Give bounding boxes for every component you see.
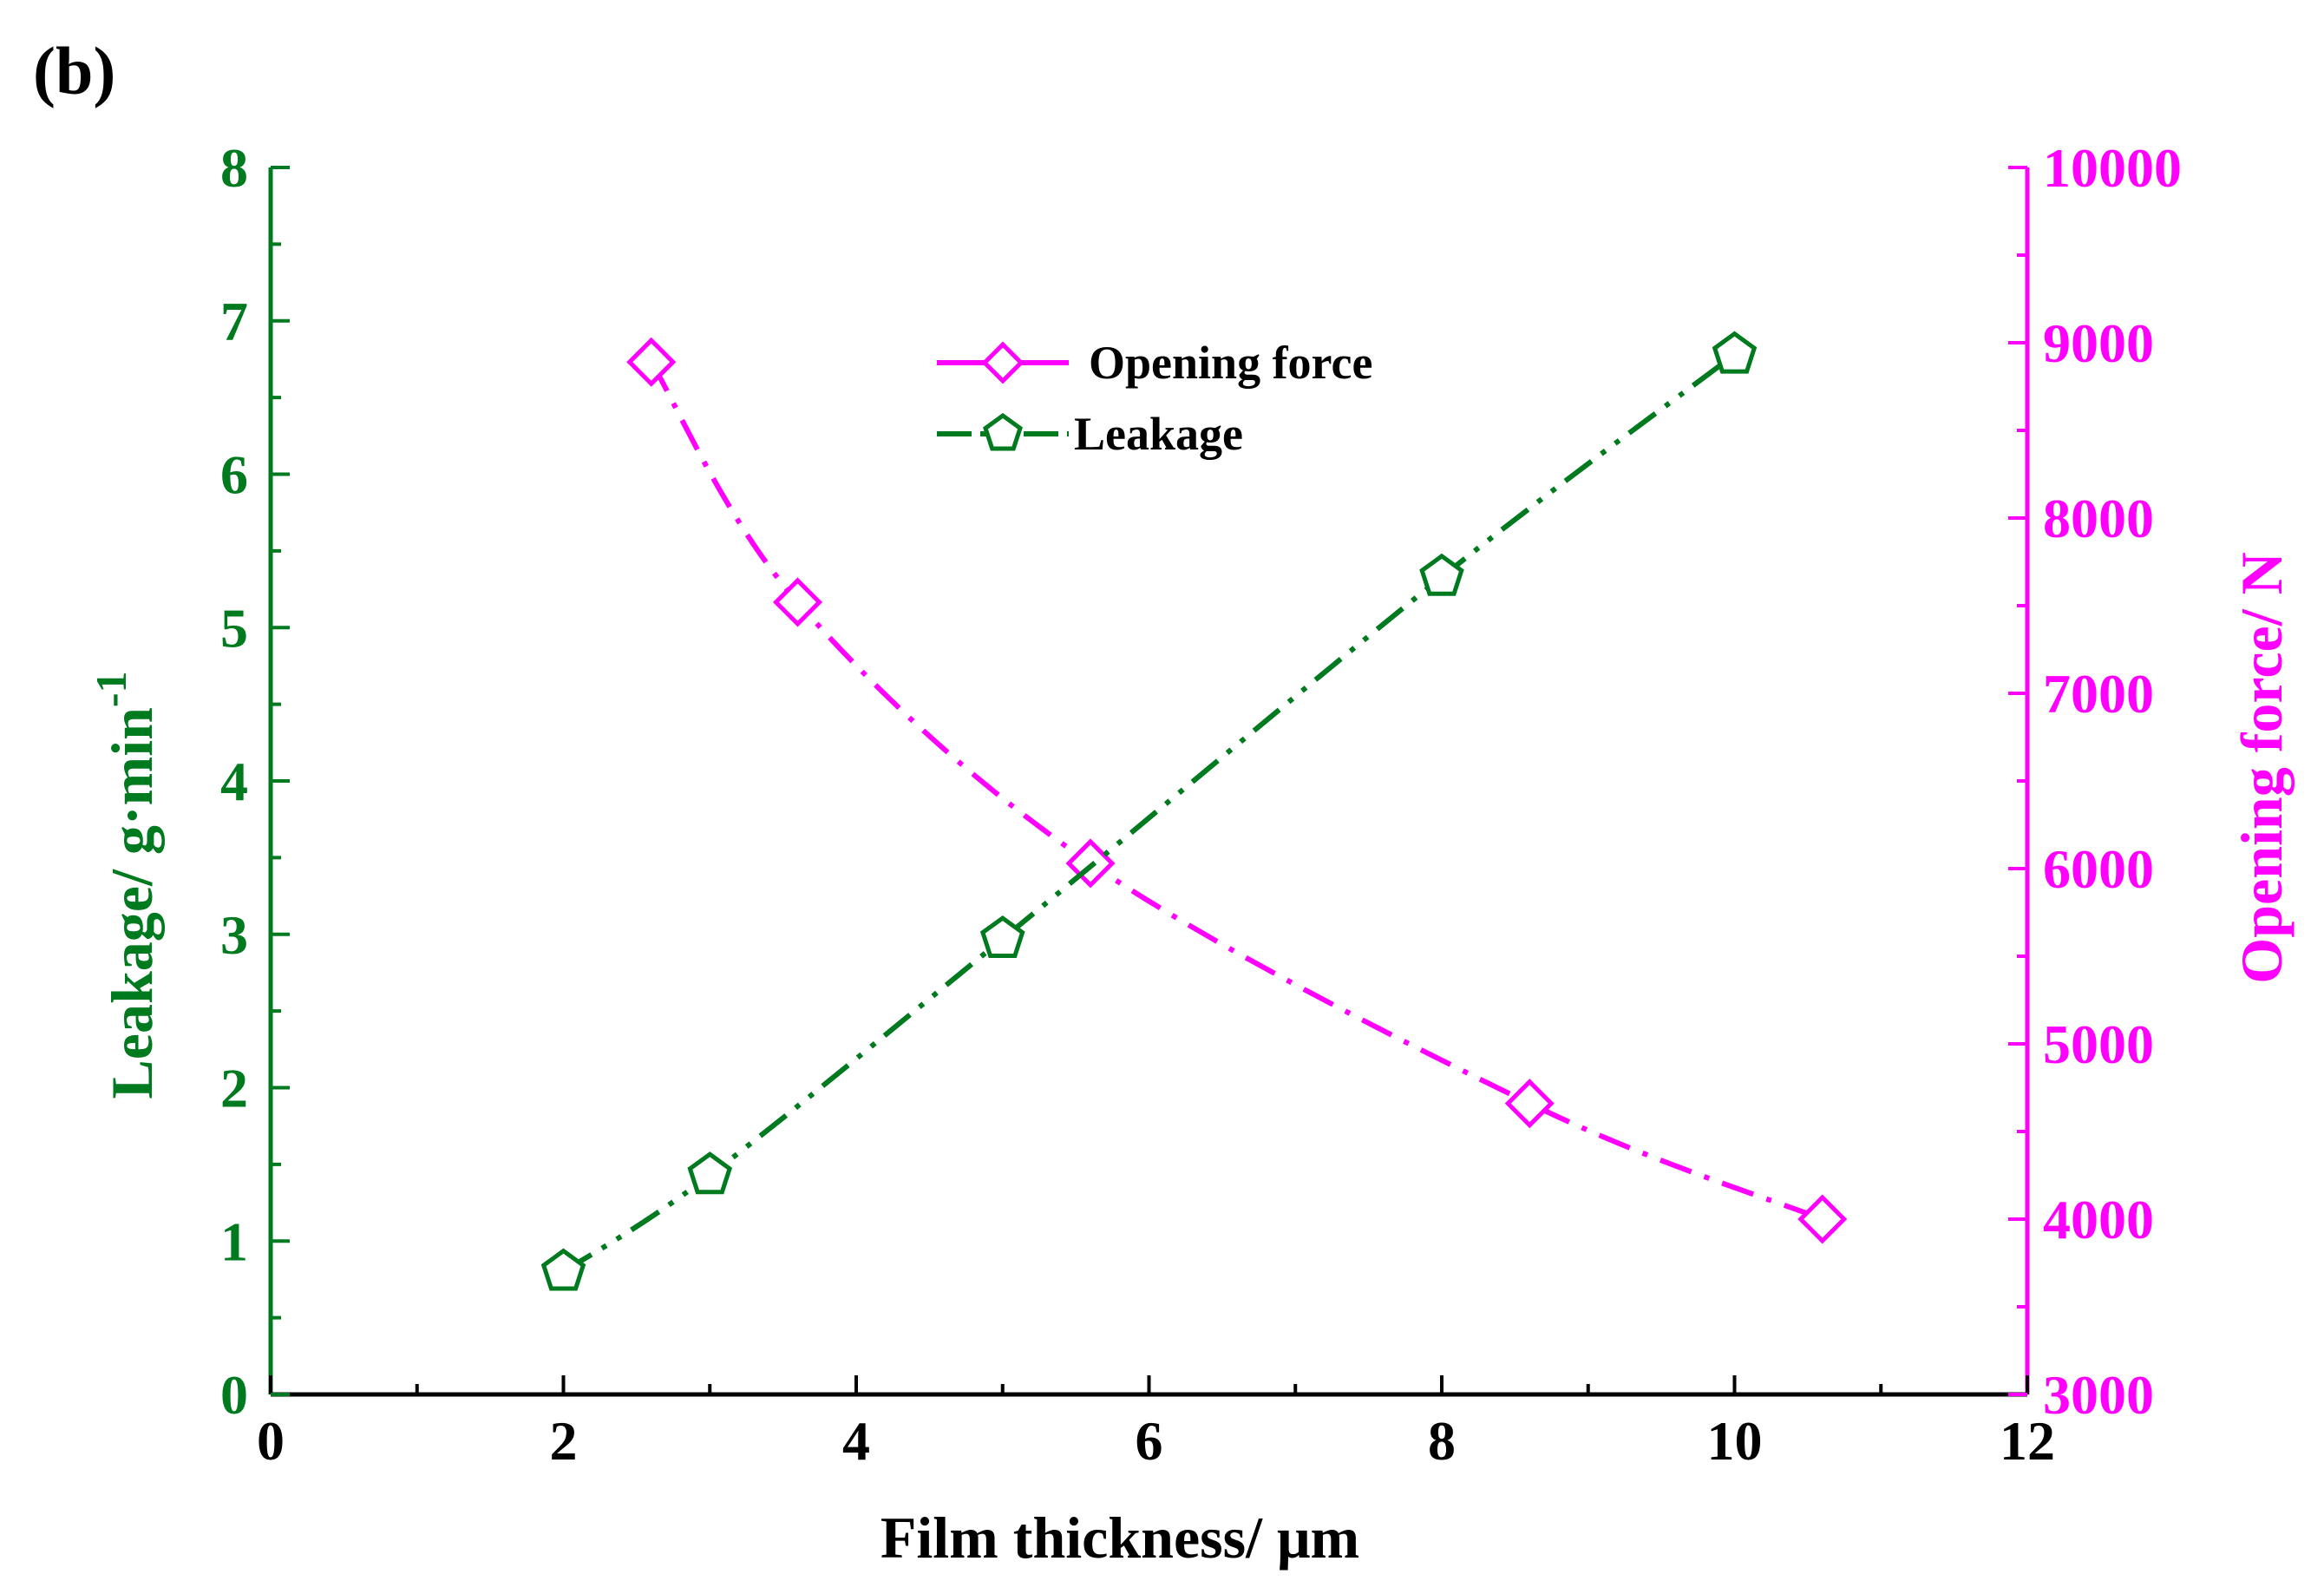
y-left-tick-label: 8 xyxy=(220,137,248,199)
y-left-tick-label: 5 xyxy=(220,597,248,659)
x-axis-title: Film thickness/ μm xyxy=(881,1505,1359,1571)
y-left-tick-label: 3 xyxy=(220,904,248,966)
y-right-axis-title: Opening force/ N xyxy=(2229,552,2295,983)
y-left-tick-label: 2 xyxy=(220,1058,248,1119)
legend: Opening force Leakage xyxy=(937,337,1372,460)
y-right-tick-label: 4000 xyxy=(2043,1189,2154,1250)
y-right-tick-label: 10000 xyxy=(2043,137,2182,199)
x-tick-label: 4 xyxy=(842,1410,870,1472)
y-left-axis-title-main: Leakage/ g·min xyxy=(99,707,165,1099)
y-left-tick-label: 7 xyxy=(220,291,248,352)
y-right-tick-label: 9000 xyxy=(2043,312,2154,374)
y-left-axis-title-superscript: -1 xyxy=(87,671,135,707)
leakage-marker xyxy=(540,1248,586,1291)
x-tick-label: 2 xyxy=(550,1410,578,1472)
opening-force-marker xyxy=(772,577,823,627)
leakage-line xyxy=(561,352,1737,1275)
legend-opening-force-label: Opening force xyxy=(1089,337,1372,389)
x-tick-label: 10 xyxy=(1707,1410,1763,1472)
x-tick-label: 8 xyxy=(1428,1410,1456,1472)
tick-labels: 0 2 4 6 8 10 120123456783000400050006000700080… xyxy=(220,137,2182,1472)
y-right-tick-label: 6000 xyxy=(2043,838,2154,900)
y-left-tick-label: 0 xyxy=(220,1364,248,1426)
legend-leakage-label: Leakage xyxy=(1074,408,1243,460)
legend-opening-force-marker xyxy=(981,341,1025,384)
leakage-marker xyxy=(1712,331,1758,374)
opening-force-marker xyxy=(1797,1194,1848,1244)
y-right-tick-label: 3000 xyxy=(2043,1364,2154,1426)
leakage-marker xyxy=(979,915,1025,958)
x-tick-label: 6 xyxy=(1136,1410,1163,1472)
opening-force-line xyxy=(649,360,1823,1222)
panel-label: (b) xyxy=(33,33,115,108)
opening-force-marker xyxy=(626,337,677,387)
axis-ticks xyxy=(269,166,2029,1396)
y-left-tick-label: 6 xyxy=(220,444,248,506)
x-tick-label: 12 xyxy=(2000,1410,2055,1472)
y-right-tick-label: 5000 xyxy=(2043,1013,2154,1075)
opening-force-marker xyxy=(1504,1079,1555,1129)
legend-leakage-marker xyxy=(983,412,1023,451)
y-left-axis-title: Leakage/ g·min-1 xyxy=(87,671,165,1099)
x-tick-label: 0 xyxy=(257,1410,285,1472)
leakage-marker xyxy=(687,1151,733,1195)
y-left-tick-label: 1 xyxy=(220,1210,248,1272)
y-left-tick-label: 4 xyxy=(220,751,248,812)
leakage-marker xyxy=(1419,553,1464,596)
series-layer xyxy=(540,331,1848,1291)
y-right-tick-label: 8000 xyxy=(2043,488,2154,549)
y-right-tick-label: 7000 xyxy=(2043,663,2154,725)
